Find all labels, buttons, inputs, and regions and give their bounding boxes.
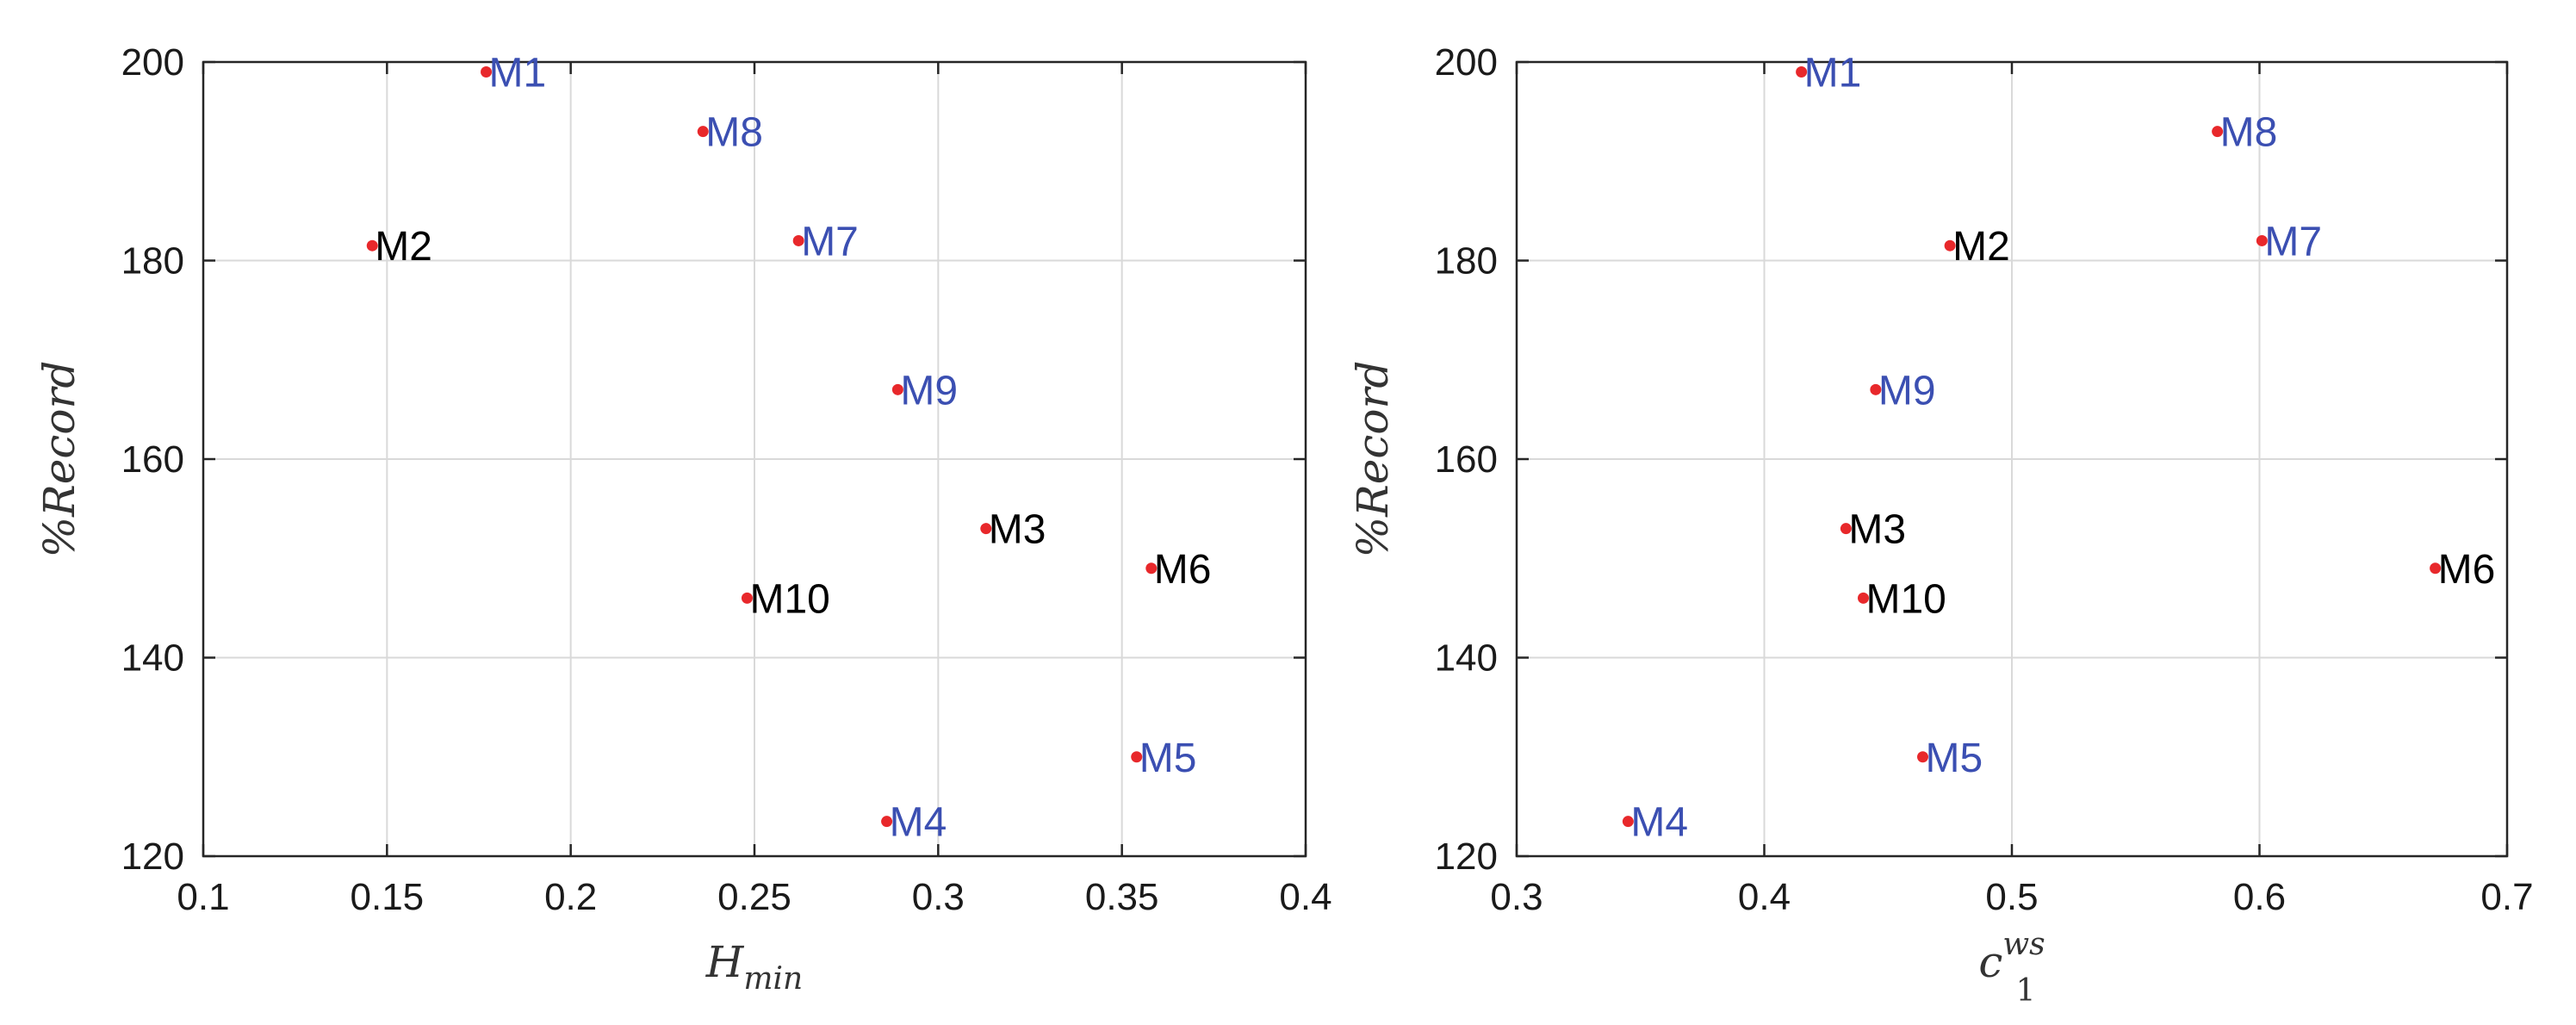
data-point-m2 xyxy=(1944,239,1956,252)
data-point-m2 xyxy=(366,239,378,252)
y-tick-label: 160 xyxy=(1435,438,1498,481)
data-point-m1 xyxy=(1796,66,1808,78)
y-tick-label: 180 xyxy=(1435,240,1498,283)
x-tick-label: 0.35 xyxy=(1085,876,1159,918)
data-point-m7 xyxy=(792,234,804,246)
x-tick-label: 0.3 xyxy=(1490,876,1542,918)
y-tick-label: 160 xyxy=(121,438,184,481)
y-tick-label: 180 xyxy=(121,240,184,283)
chart-panel-c1ws: 0.3 0.4 0.5 0.6 0.7 120 140 160 180 200 %Record cws… xyxy=(1348,41,2534,1009)
point-label-m8: M8 xyxy=(2220,110,2278,156)
point-label-m10: M10 xyxy=(1866,576,1946,622)
point-label-m2: M2 xyxy=(1952,224,2010,270)
x-tick-label: 0.7 xyxy=(2480,876,2533,918)
point-label-m6: M6 xyxy=(1154,547,1212,593)
data-point-m10 xyxy=(1858,592,1869,604)
data-point-m8 xyxy=(2212,126,2224,138)
point-label-m1: M1 xyxy=(1804,51,1862,96)
x-tick-label: 0.5 xyxy=(1985,876,2038,918)
y-axis-label: %Record xyxy=(34,361,84,558)
x-tick-label: 0.15 xyxy=(351,876,425,918)
y-tick-label: 200 xyxy=(1435,41,1498,84)
point-label-m5: M5 xyxy=(1139,736,1197,781)
point-label-m2: M2 xyxy=(375,224,432,270)
point-label-m3: M3 xyxy=(989,507,1046,553)
point-label-m1: M1 xyxy=(489,51,547,96)
data-point-m6 xyxy=(1145,562,1158,575)
data-point-m6 xyxy=(2430,562,2442,575)
x-tick-label: 0.4 xyxy=(1279,876,1331,918)
data-point-m9 xyxy=(1870,383,1882,395)
point-label-m9: M9 xyxy=(900,368,958,413)
point-label-m6: M6 xyxy=(2438,547,2496,593)
x-tick-label: 0.4 xyxy=(1738,876,1791,918)
data-point-m4 xyxy=(881,816,893,828)
data-point-m4 xyxy=(1622,816,1634,828)
data-point-m1 xyxy=(481,66,493,78)
point-label-m9: M9 xyxy=(1878,368,1936,413)
point-label-m7: M7 xyxy=(801,219,859,264)
y-tick-label: 140 xyxy=(1435,637,1498,680)
y-tick-label: 140 xyxy=(121,637,184,680)
data-point-m3 xyxy=(1840,523,1852,535)
x-axis-label: cws 1 xyxy=(1978,927,2045,1009)
data-point-m10 xyxy=(741,592,753,604)
point-label-m4: M4 xyxy=(890,800,947,846)
y-axis-label: %Record xyxy=(1348,361,1398,558)
data-point-m3 xyxy=(980,523,992,535)
y-tick-label: 120 xyxy=(1435,836,1498,878)
x-tick-label: 0.6 xyxy=(2233,876,2286,918)
data-point-m8 xyxy=(697,126,709,138)
point-label-m7: M7 xyxy=(2264,219,2322,264)
x-tick-label: 0.1 xyxy=(177,876,229,918)
data-point-m5 xyxy=(1917,751,1928,763)
y-tick-label: 120 xyxy=(121,836,184,878)
data-point-m7 xyxy=(2256,234,2268,246)
x-axis-label: Hmin xyxy=(705,937,803,997)
x-tick-label: 0.2 xyxy=(544,876,597,918)
y-tick-label: 200 xyxy=(121,41,184,84)
point-label-m10: M10 xyxy=(749,576,829,622)
point-label-m3: M3 xyxy=(1848,507,1906,553)
point-label-m4: M4 xyxy=(1630,800,1688,846)
data-point-m5 xyxy=(1131,751,1143,763)
point-label-m8: M8 xyxy=(705,110,763,156)
data-point-m9 xyxy=(891,383,903,395)
x-tick-label: 0.25 xyxy=(717,876,791,918)
chart-panel-hmin: 0.1 0.15 0.2 0.25 0.3 0.35 0.4 120 140 160 180 200%… xyxy=(34,41,1332,997)
x-tick-label: 0.3 xyxy=(912,876,965,918)
point-label-m5: M5 xyxy=(1926,736,1983,781)
